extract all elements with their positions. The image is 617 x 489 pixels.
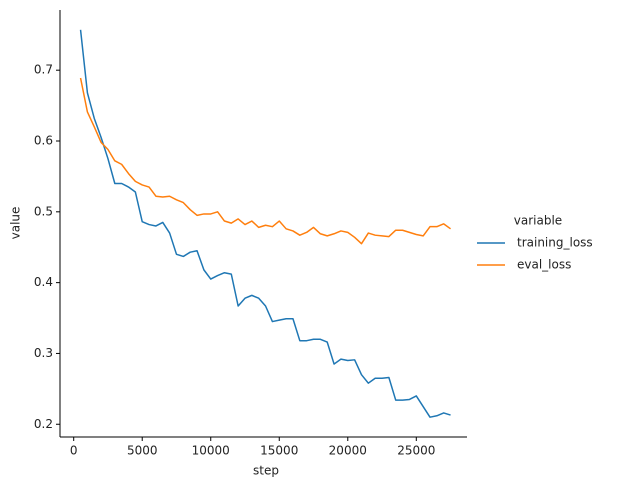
y-tick-label: 0.2 (34, 417, 53, 431)
y-axis-label: value (9, 207, 23, 240)
y-tick-label: 0.7 (34, 63, 53, 77)
x-tick-label: 25000 (397, 444, 435, 458)
x-axis-label: step (253, 464, 279, 478)
y-tick-label: 0.3 (34, 346, 53, 360)
legend-title: variable (514, 214, 562, 228)
x-tick-label: 0 (70, 444, 78, 458)
line-series (79, 29, 451, 418)
legend-label: eval_loss (517, 258, 571, 272)
x-tick-label: 5000 (127, 444, 158, 458)
y-tick-label: 0.4 (34, 275, 53, 289)
y-tick-label: 0.6 (34, 134, 53, 148)
x-tick-label: 20000 (329, 444, 367, 458)
x-tick-label: 10000 (192, 444, 230, 458)
x-tick-label: 15000 (260, 444, 298, 458)
legend-label: training_loss (517, 236, 593, 250)
y-tick-label: 0.5 (34, 204, 53, 218)
line-series (79, 77, 451, 245)
